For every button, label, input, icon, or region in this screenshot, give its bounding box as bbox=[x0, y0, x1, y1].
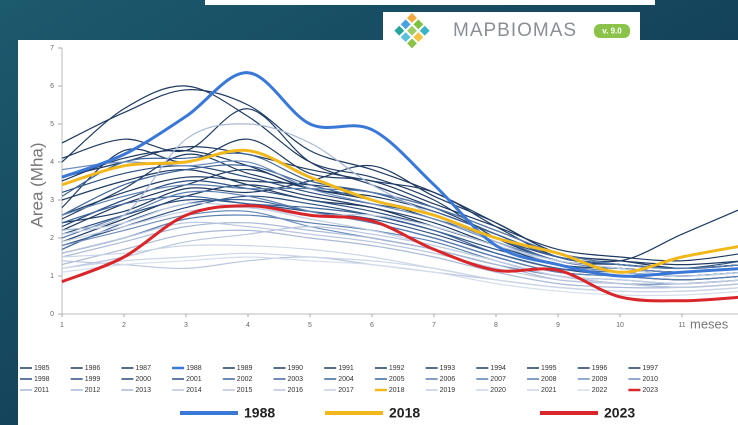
y-tick-label: 5 bbox=[50, 121, 54, 128]
legend-label: 2019 bbox=[440, 387, 456, 394]
y-tick-label: 0 bbox=[50, 311, 54, 318]
series-line bbox=[61, 148, 738, 274]
series-line bbox=[61, 221, 738, 289]
legend-label: 2007 bbox=[490, 376, 506, 383]
legend-label: 2017 bbox=[338, 387, 354, 394]
legend-label: 2015 bbox=[237, 387, 253, 394]
legend-label: 2021 bbox=[541, 387, 557, 394]
legend-label: 2022 bbox=[592, 387, 608, 394]
series-line bbox=[61, 244, 738, 293]
series-line bbox=[61, 206, 738, 285]
legend-label: 1993 bbox=[440, 365, 456, 372]
series-line bbox=[61, 183, 738, 270]
y-tick-label: 4 bbox=[50, 159, 54, 166]
y-tick-label: 7 bbox=[50, 45, 54, 52]
legend-label: 1989 bbox=[237, 365, 253, 372]
series-line bbox=[61, 256, 738, 297]
legend-label: 2005 bbox=[389, 376, 405, 383]
legend-label: 2006 bbox=[440, 376, 456, 383]
x-tick-label: 11 bbox=[678, 322, 685, 329]
legend-label: 2013 bbox=[135, 387, 151, 394]
legend-label: 2018 bbox=[389, 387, 405, 394]
legend-label: 1991 bbox=[338, 365, 354, 372]
legend-label: 1996 bbox=[592, 365, 608, 372]
series-line bbox=[61, 202, 738, 277]
legend-label: 1985 bbox=[34, 365, 50, 372]
legend-label: 1995 bbox=[541, 365, 557, 372]
x-tick-label: 6 bbox=[370, 322, 374, 329]
x-tick-label: 3 bbox=[184, 322, 188, 329]
legend-label: 2012 bbox=[85, 387, 101, 394]
y-tick-label: 6 bbox=[50, 83, 54, 90]
x-tick-label: 2 bbox=[122, 322, 126, 329]
y-tick-label: 2 bbox=[50, 235, 54, 242]
series-line bbox=[61, 204, 738, 303]
y-tick-label: 3 bbox=[50, 197, 54, 204]
legend-label: 1988 bbox=[186, 365, 202, 372]
legend-label: 1998 bbox=[34, 376, 50, 383]
y-tick-label: 1 bbox=[50, 273, 54, 280]
legend-label: 2008 bbox=[541, 376, 557, 383]
legend-label: 1997 bbox=[642, 365, 658, 372]
legend-label: 2020 bbox=[490, 387, 506, 394]
brand-name: MAPBIOMAS bbox=[453, 20, 577, 41]
series-lines bbox=[61, 71, 738, 303]
legend-label: 1986 bbox=[85, 365, 101, 372]
version-badge bbox=[594, 24, 630, 38]
x-tick-label: 10 bbox=[616, 322, 624, 329]
series-line bbox=[61, 138, 738, 262]
x-tick-label: 5 bbox=[308, 322, 312, 329]
legend-label: 2009 bbox=[592, 376, 608, 383]
legend-label: 2023 bbox=[642, 387, 658, 394]
x-tick-label: 1 bbox=[60, 322, 64, 329]
legend-label: 2001 bbox=[186, 376, 202, 383]
legend-label: 2010 bbox=[642, 376, 658, 383]
legend-label: 2014 bbox=[186, 387, 202, 394]
legend-label: 1992 bbox=[389, 365, 405, 372]
top-bar bbox=[205, 0, 655, 5]
version: v. 9.0 bbox=[602, 27, 622, 36]
legend-label: 2004 bbox=[338, 376, 354, 383]
logo: MAPBIOMAS v. 9.0 bbox=[383, 12, 640, 49]
legend-label: 1994 bbox=[490, 365, 506, 372]
chart-panel bbox=[18, 40, 738, 425]
y-axis-label: Area (Mha) bbox=[27, 142, 46, 227]
legend-label: 2016 bbox=[288, 387, 304, 394]
legend-label: 2000 bbox=[135, 376, 151, 383]
legend-label: 2011 bbox=[34, 387, 49, 394]
highlight-label: 1988 bbox=[244, 405, 275, 421]
legend-label: 1990 bbox=[288, 365, 304, 372]
series-line bbox=[61, 71, 738, 278]
legend-label: 2003 bbox=[288, 376, 304, 383]
legend-label: 1999 bbox=[85, 376, 101, 383]
x-tick-label: 7 bbox=[432, 322, 436, 329]
highlight-label: 2023 bbox=[604, 405, 635, 421]
legend-label: 1987 bbox=[135, 365, 151, 372]
x-tick-label: 9 bbox=[556, 322, 560, 329]
series-line bbox=[61, 229, 738, 289]
x-tick-label: 4 bbox=[246, 322, 250, 329]
x-tick-label: 8 bbox=[494, 322, 498, 329]
highlight-label: 2018 bbox=[389, 405, 420, 421]
legend-label: 2002 bbox=[237, 376, 253, 383]
x-axis-label: meses bbox=[690, 316, 729, 331]
